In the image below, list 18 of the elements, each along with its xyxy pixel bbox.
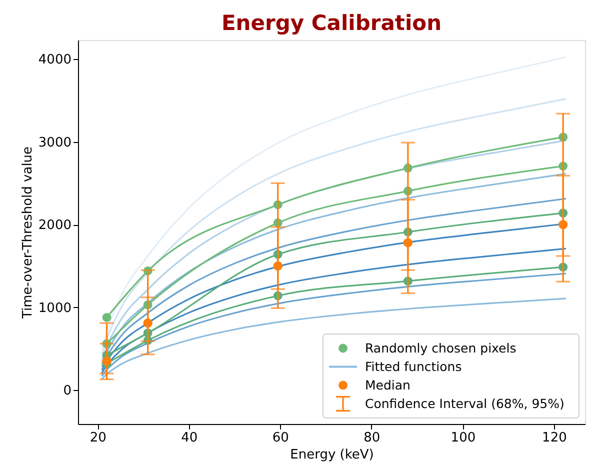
chart-title: Energy Calibration (221, 11, 442, 35)
x-tick-label: 80 (364, 430, 380, 446)
legend-label: Confidence Interval (68%, 95%) (365, 396, 564, 411)
x-tick-label: 100 (450, 430, 476, 446)
legend-label: Randomly chosen pixels (365, 340, 516, 356)
x-tick-label: 60 (272, 430, 289, 446)
x-tick-label: 20 (90, 430, 106, 446)
y-tick-label: 4000 (38, 52, 72, 68)
y-tick-label: 3000 (38, 135, 72, 150)
y-axis-title: Time-over-Threshold value (20, 146, 36, 320)
y-tick-label: 1000 (38, 300, 72, 316)
x-axis-title: Energy (keV) (290, 448, 374, 462)
legend-label: Median (365, 377, 410, 392)
x-tick-label: 40 (181, 430, 198, 446)
y-tick-label: 0 (63, 384, 72, 399)
x-tick-label: 120 (542, 430, 567, 446)
legend-label: Fitted functions (365, 358, 462, 374)
y-tick-label: 2000 (38, 218, 72, 234)
